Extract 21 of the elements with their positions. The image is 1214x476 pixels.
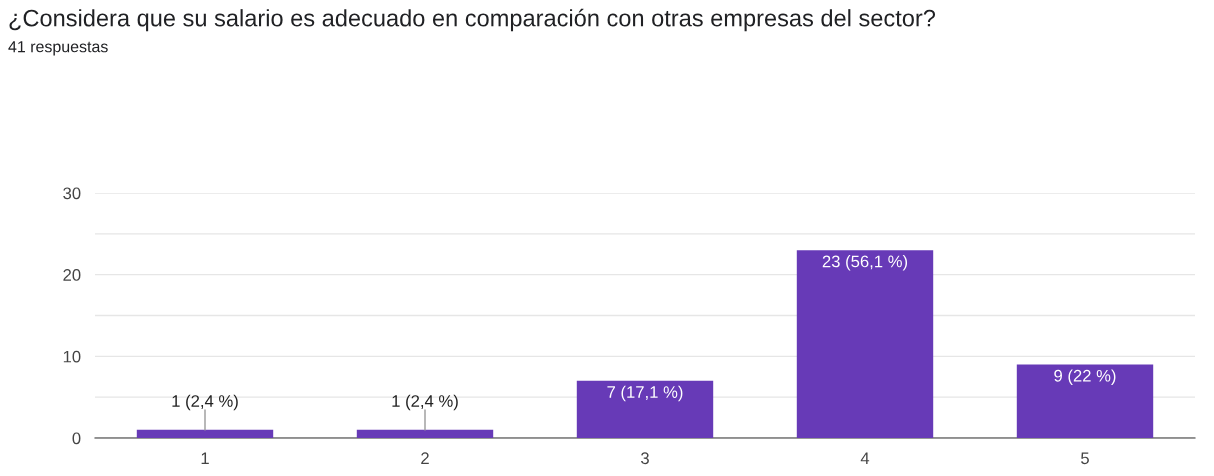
data-label: 1 (2,4 %) [392,394,458,411]
data-label: 9 (22 %) [1054,369,1116,385]
chart-subtitle: 41 respuestas [8,41,108,56]
data-label: 23 (56,1 %) [822,255,908,271]
y-tick-label: 30 [63,187,81,200]
bar [1016,364,1154,438]
x-tick-label: 1 [201,452,209,464]
y-tick-label: 0 [72,432,81,445]
data-label: 1 (2,4 %) [172,394,238,411]
y-tick-label: 10 [63,350,81,363]
bar [796,250,934,438]
chart-title: ¿Considera que su salario es adecuado en comparación con otras empresas del sector? [9,8,936,32]
x-tick-label: 3 [641,452,649,465]
bar [576,380,714,438]
bar [356,429,494,438]
bar [136,429,274,438]
x-tick-label: 5 [1081,452,1089,465]
y-tick-label: 20 [63,269,81,281]
x-tick-label: 2 [421,452,429,464]
x-tick-label: 4 [860,452,870,464]
data-label: 7 (17,1 %) [607,385,683,402]
